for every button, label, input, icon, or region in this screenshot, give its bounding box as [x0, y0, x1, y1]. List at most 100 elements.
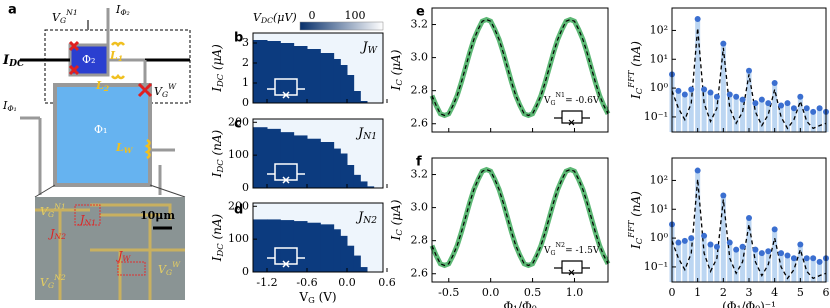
text-part: I: [629, 244, 643, 250]
text-part: V: [154, 85, 163, 98]
loop-phi1: [53, 83, 152, 187]
schematic-label: IΦ₁: [2, 99, 17, 113]
text-part: (μA): [389, 199, 403, 229]
y-tick-label: 2.8: [411, 234, 429, 247]
text-part: DC: [215, 243, 225, 258]
schematic-label: L2: [95, 79, 110, 93]
text-part: V: [253, 11, 262, 24]
text-part: C: [634, 237, 644, 244]
heatmap-column: [267, 128, 281, 188]
schematic-label: VGN1: [52, 8, 78, 25]
spectrum-bar: [720, 43, 726, 132]
spectrum-bar: [733, 249, 739, 282]
spectrum-bar: [708, 92, 713, 132]
data-point: [765, 100, 772, 107]
data-point: [778, 250, 785, 257]
y-tick-label: 10²: [650, 173, 668, 186]
y-axis-label: IDC (nA): [210, 129, 225, 178]
micrograph-label: JN1: [78, 213, 96, 227]
text-part: J: [78, 213, 85, 226]
zoom-line: [34, 184, 56, 198]
heatmap-column: [360, 267, 368, 272]
panel-label: a: [8, 3, 17, 18]
schematic-label: IΦ₂: [115, 3, 130, 17]
x-tick-label: 6: [823, 286, 830, 299]
data-point: [726, 239, 733, 246]
x-tick-label: 0.6: [378, 276, 396, 289]
fit-line: [431, 18, 609, 117]
data-point: [784, 100, 791, 107]
junction: [68, 64, 80, 76]
text-part: W: [172, 260, 181, 269]
text-part: 2: [103, 84, 110, 93]
text-part: Φ₁: [7, 104, 16, 113]
text-part: DC: [260, 16, 273, 25]
x-tick-label: 2: [720, 286, 727, 299]
junction-label: JN2: [355, 210, 377, 226]
heatmap-column: [320, 224, 335, 272]
spectrum-bar: [701, 235, 707, 282]
spectrum-bar: [740, 99, 746, 132]
data-point: [765, 248, 772, 255]
text-part: I: [210, 87, 224, 93]
text-part: N2: [556, 242, 566, 249]
spectrum-bar: [797, 96, 803, 132]
schematic-label: VGW: [154, 82, 177, 99]
y-tick-label: 3.2: [411, 168, 429, 181]
schematic-label: Φ₂: [82, 53, 95, 66]
spectrum-bar: [817, 108, 823, 132]
y-tick-label: 3.0: [411, 51, 429, 64]
y-tick-label: 10⁰: [650, 81, 669, 94]
text-part: G: [48, 210, 54, 219]
junction-marks: [68, 40, 153, 98]
heatmap-column: [347, 75, 355, 103]
text-part: DC: [8, 58, 25, 69]
data-point: [675, 239, 682, 246]
x-axis-label: (Φ₁/Φ₀)⁻¹: [722, 300, 776, 308]
junction-label: JW: [359, 40, 377, 56]
spectrum-bar: [765, 103, 771, 132]
data-point: [790, 255, 797, 262]
heatmap-column: [333, 229, 341, 272]
data-point: [797, 241, 804, 248]
heatmap-column: [280, 220, 295, 272]
heatmap-column: [253, 40, 268, 103]
text-part: G: [551, 250, 556, 257]
plot-frame: [252, 32, 384, 104]
text-part: FFT: [626, 69, 636, 89]
data-point: [746, 214, 752, 221]
y-tick-label: 1: [242, 76, 249, 89]
panel-label: e: [416, 5, 425, 20]
micrograph-label: JW: [116, 249, 131, 263]
text-part: Φ₂: [120, 8, 129, 17]
y-tick-label: 200: [228, 115, 249, 128]
fit-line: [431, 168, 609, 267]
heatmap-column: [360, 181, 368, 188]
heatmap-column: [320, 53, 335, 103]
data-point: [752, 246, 759, 253]
text-part: C: [394, 229, 404, 236]
y-tick-label: 100: [228, 232, 249, 245]
y-axis-label: ICFFT (nA): [626, 191, 644, 250]
spectrum-bar: [804, 108, 810, 132]
y-axis-label: IC (μA): [389, 199, 404, 241]
text-part: I: [210, 256, 224, 262]
spectrum-bar: [772, 83, 778, 132]
y-tick-label: 10⁻¹: [644, 260, 668, 273]
spectrum-bar: [746, 70, 752, 132]
text-part: (nA): [210, 213, 224, 243]
spectrum-bar: [804, 258, 810, 282]
loop-phi2: [68, 43, 110, 77]
text-part: W: [168, 82, 177, 91]
y-tick-label: 3: [242, 36, 249, 49]
x-tick-label: 1.0: [566, 286, 584, 299]
micrograph-label: VGN1: [40, 202, 66, 219]
colorbar-tick-label: 100: [345, 9, 366, 22]
text-part: I: [2, 99, 8, 112]
heatmap-column: [340, 65, 348, 103]
x-tick-label: 5: [797, 286, 804, 299]
heatmap-column: [333, 59, 341, 103]
spectrum-bar: [675, 242, 681, 282]
spectrum-bar: [772, 229, 778, 282]
text-part: (μV): [273, 11, 297, 24]
